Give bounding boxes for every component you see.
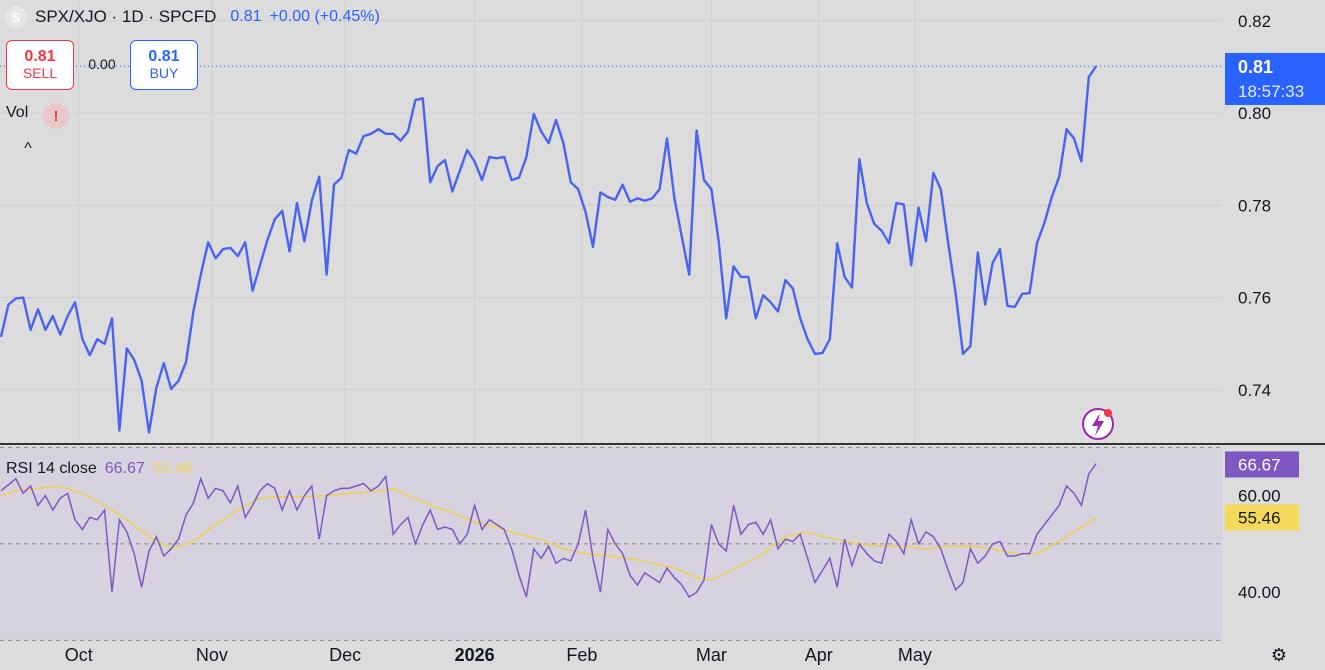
rsi-ma-badge xyxy=(1225,504,1299,531)
price-series-line xyxy=(0,65,1098,434)
rsi-value: 66.67 xyxy=(104,460,145,477)
last-price: 0.81 xyxy=(230,8,262,25)
rsi-value-badge-text: 66.67 xyxy=(1238,455,1281,474)
time-axis-label: May xyxy=(898,645,932,665)
time-axis-label: Mar xyxy=(696,645,727,665)
rsi-ma-line xyxy=(0,485,1097,581)
rsi-line xyxy=(0,463,1097,599)
rsi-legend[interactable]: RSI 14 close 66.67 55.46 xyxy=(6,460,193,478)
volume-label[interactable]: Vol xyxy=(6,104,29,121)
price-tick-label: 0.82 xyxy=(1238,12,1271,31)
rsi-value-badge xyxy=(1225,451,1299,478)
buy-button[interactable]: 0.81 BUY xyxy=(130,40,198,90)
time-axis-label: 2026 xyxy=(455,645,495,665)
time-axis-label: Apr xyxy=(805,645,833,665)
price-tick-label: 0.76 xyxy=(1238,289,1271,308)
time-axis-label: Dec xyxy=(329,645,361,665)
sell-label: SELL xyxy=(22,65,58,81)
lightning-icon-bolt xyxy=(1092,413,1104,436)
price-change: +0.00 (+0.45%) xyxy=(269,8,380,25)
lightning-icon xyxy=(1082,408,1114,440)
price-badge xyxy=(1225,52,1325,105)
rsi-ma-badge-text: 55.46 xyxy=(1238,509,1281,528)
gear-icon[interactable]: ⚙ xyxy=(1270,645,1288,665)
chart-header: S SPX/XJO · 1D · SPCFD 0.81 +0.00 (+0.45… xyxy=(0,4,380,30)
symbol-logo-icon[interactable]: S xyxy=(5,6,27,28)
sell-button[interactable]: 0.81 SELL xyxy=(6,40,74,90)
rsi-ma-value: 55.46 xyxy=(152,460,193,477)
time-axis-label: Oct xyxy=(65,645,93,665)
price-tick-label: 0.80 xyxy=(1238,104,1271,123)
price-tick-label: 0.78 xyxy=(1238,196,1271,215)
symbol-title[interactable]: SPX/XJO · 1D · SPCFD xyxy=(35,7,217,26)
buy-label: BUY xyxy=(149,65,179,81)
notification-dot xyxy=(1104,409,1112,417)
price-badge-countdown: 18:57:33 xyxy=(1238,82,1304,101)
rsi-tick-label: 60.00 xyxy=(1238,487,1281,506)
collapse-chevron-icon[interactable]: ^ xyxy=(24,140,32,157)
time-axis-label: Feb xyxy=(566,645,597,665)
time-axis-label: Nov xyxy=(196,645,228,665)
warning-icon[interactable]: ! xyxy=(43,103,69,129)
price-tick-label: 0.74 xyxy=(1238,381,1271,400)
rsi-name: RSI 14 close xyxy=(6,460,97,477)
spread-value: 0.00 xyxy=(88,56,116,72)
buy-price: 0.81 xyxy=(148,48,180,65)
price-badge-value: 0.81 xyxy=(1238,57,1273,77)
sell-price: 0.81 xyxy=(24,48,56,65)
rsi-tick-label: 40.00 xyxy=(1238,583,1281,602)
